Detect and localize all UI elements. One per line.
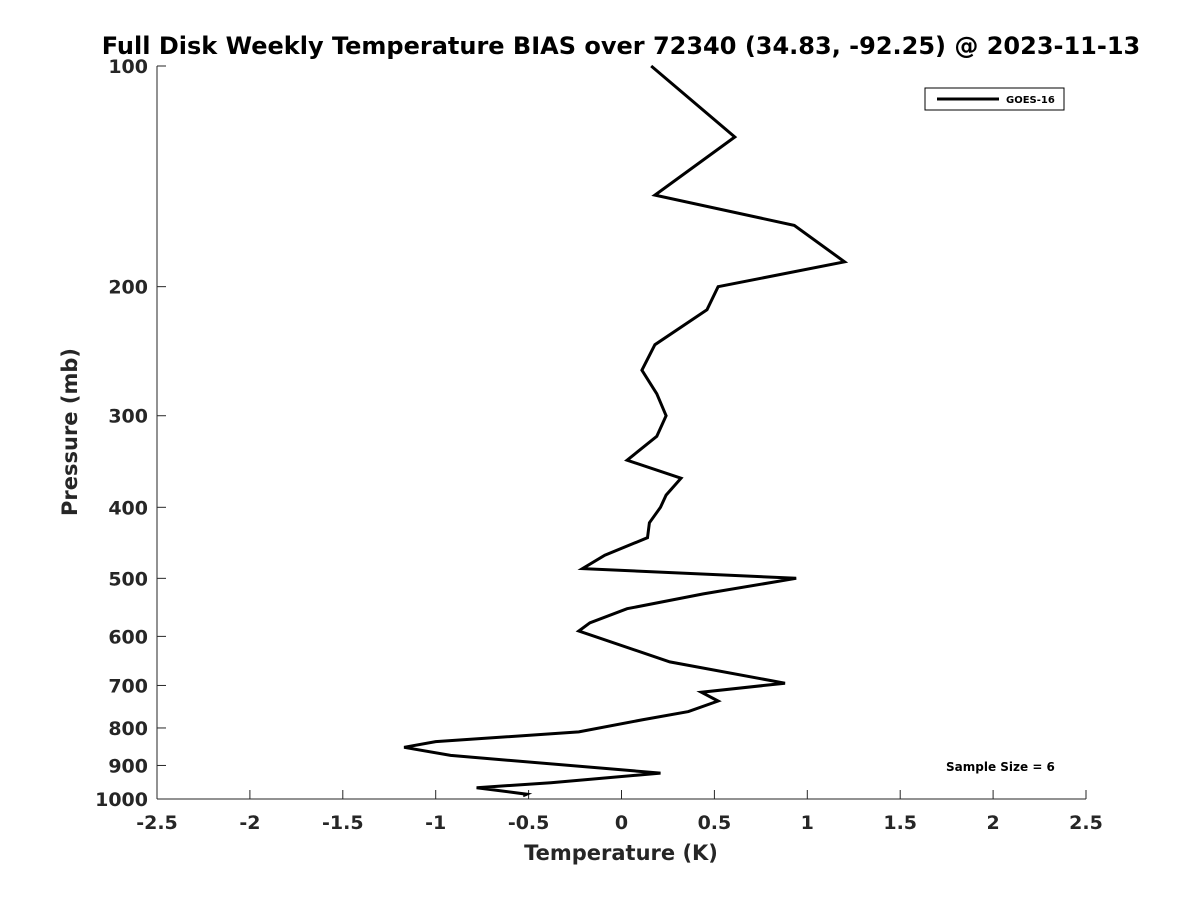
x-tick-label: 1.5 bbox=[883, 812, 917, 834]
legend: GOES-16 bbox=[924, 87, 1065, 111]
y-tick-label: 100 bbox=[108, 56, 148, 78]
y-tick-label: 1000 bbox=[95, 789, 148, 811]
x-ticks: -2.5 -2 -1.5 -1 -0.5 0 0.5 1 1.5 2 2.5 bbox=[136, 790, 1103, 834]
x-tick-label: 2 bbox=[986, 812, 999, 834]
y-axis-label: Pressure (mb) bbox=[58, 348, 82, 516]
y-tick-label: 600 bbox=[108, 626, 148, 648]
x-tick-label: -1.5 bbox=[322, 812, 364, 834]
x-tick-label: 0.5 bbox=[698, 812, 732, 834]
chart-title: Full Disk Weekly Temperature BIAS over 7… bbox=[102, 32, 1141, 60]
y-tick-label: 700 bbox=[108, 675, 148, 697]
legend-label: GOES-16 bbox=[1006, 95, 1055, 106]
x-tick-label: 2.5 bbox=[1069, 812, 1103, 834]
y-tick-label: 900 bbox=[108, 755, 148, 777]
x-axis-label: Temperature (K) bbox=[524, 841, 718, 865]
y-tick-label: 200 bbox=[108, 277, 148, 299]
x-tick-label: 0 bbox=[615, 812, 628, 834]
y-tick-label: 500 bbox=[108, 568, 148, 590]
y-ticks: 100 200 300 400 500 600 700 800 900 1000 bbox=[95, 56, 166, 811]
x-tick-label: 1 bbox=[801, 812, 814, 834]
x-tick-label: -2 bbox=[239, 812, 260, 834]
x-tick-label: -2.5 bbox=[136, 812, 178, 834]
y-tick-label: 800 bbox=[108, 718, 148, 740]
y-tick-label: 300 bbox=[108, 406, 148, 428]
y-tick-label: 400 bbox=[108, 497, 148, 519]
sample-size-annotation: Sample Size = 6 bbox=[946, 760, 1055, 774]
x-tick-label: -0.5 bbox=[508, 812, 550, 834]
x-tick-label: -1 bbox=[425, 812, 446, 834]
series-layer bbox=[403, 64, 849, 798]
series-line bbox=[403, 64, 849, 798]
